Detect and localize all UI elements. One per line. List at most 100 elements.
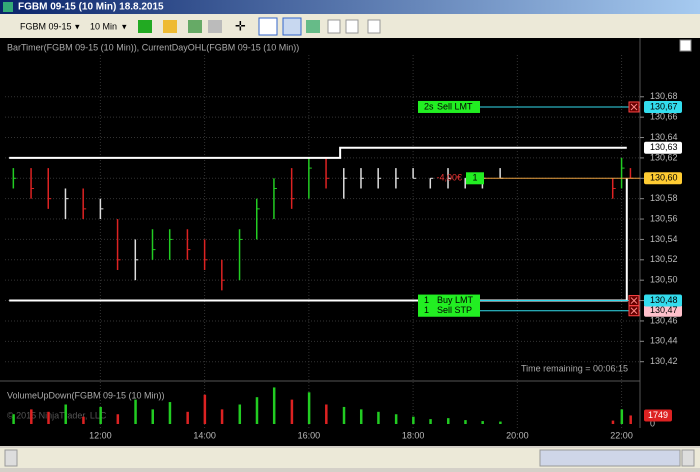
window-title: FGBM 09-15 (10 Min) 18.8.2015	[18, 2, 164, 13]
volume-bar	[629, 415, 632, 424]
x-tick-label: 14:00	[193, 430, 216, 440]
volume-bar	[203, 394, 207, 424]
volume-bar	[394, 414, 398, 424]
y-tick-label: 130,58	[650, 193, 678, 203]
order-qty: 2s	[424, 101, 434, 111]
volume-bar	[272, 387, 276, 424]
volume-bar	[30, 409, 33, 424]
close-chart-button[interactable]	[679, 39, 692, 52]
volume-bar	[377, 411, 380, 424]
title-bar	[0, 0, 700, 14]
volume-bar	[64, 404, 67, 424]
volume-bar	[447, 418, 450, 424]
tool-button[interactable]	[327, 19, 341, 34]
x-tick-label: 16:00	[298, 430, 321, 440]
order-qty: 1	[424, 305, 429, 315]
scrollbar[interactable]	[0, 448, 700, 468]
order-type: Sell STP	[437, 305, 472, 315]
volume-bar	[99, 406, 102, 424]
volume-bar	[464, 420, 467, 424]
y2-tick-label: 0	[650, 418, 655, 428]
volume-bar	[342, 406, 346, 424]
volume-bar	[12, 414, 15, 424]
cancel-x	[630, 297, 638, 304]
cancel-x	[630, 103, 638, 111]
data-box-button[interactable]	[258, 17, 278, 36]
volume-bar	[134, 399, 137, 424]
volume-bar	[325, 404, 328, 424]
crosshair-button[interactable]: ✛	[235, 20, 246, 35]
volume-bar	[499, 421, 502, 424]
order-price-label: 130,67	[650, 101, 678, 111]
position-pnl: -4,00€	[436, 173, 462, 183]
order-price-flag	[644, 304, 682, 317]
price-flag	[644, 172, 682, 185]
position-box	[466, 172, 484, 185]
y-tick-label: 130,66	[650, 112, 678, 122]
y-tick-label: 130,50	[650, 275, 678, 285]
volume-bar	[151, 409, 154, 424]
interval[interactable]: 10 Min	[90, 21, 117, 31]
volume-bar	[620, 409, 624, 424]
volume-bar	[307, 392, 311, 424]
volume-bar	[238, 404, 242, 424]
order-price-label: 130,48	[650, 295, 678, 305]
volume-flag	[644, 409, 672, 422]
y-tick-label: 130,44	[650, 336, 678, 346]
order-price-flag	[644, 100, 682, 113]
timer-text: Time remaining = 00:06:15	[521, 363, 628, 373]
draw-button[interactable]	[163, 20, 177, 33]
indicator-label: BarTimer(FGBM 09-15 (10 Min)), CurrentDa…	[7, 42, 299, 52]
y-tick-label: 130,62	[650, 152, 678, 162]
tool-button[interactable]	[345, 19, 359, 34]
order-qty: 1	[424, 295, 429, 305]
instrument-select[interactable]	[14, 18, 84, 35]
instrument[interactable]: FGBM 09-15	[20, 21, 72, 31]
dropdown-arrow: ▾	[75, 21, 80, 31]
cancel-x	[630, 307, 638, 315]
scroll-left[interactable]	[4, 449, 18, 467]
volume-bar	[255, 397, 259, 424]
order-type: Sell LMT	[437, 101, 473, 111]
order-type: Buy LMT	[437, 295, 474, 305]
y-tick-label: 130,64	[650, 132, 678, 142]
volume-flag-label: 1749	[648, 410, 668, 420]
order-box[interactable]	[418, 294, 480, 307]
y-tick-label: 130,56	[650, 213, 678, 223]
properties-button[interactable]	[367, 19, 381, 34]
y-tick-label: 130,42	[650, 356, 678, 366]
bar-type-button[interactable]	[138, 20, 152, 33]
volume-bar	[481, 421, 484, 424]
order-box[interactable]	[418, 304, 480, 317]
price-flag-label: 130,63	[650, 142, 678, 152]
volume-bar	[47, 411, 50, 424]
volume-bar	[290, 399, 294, 424]
strategy-button[interactable]	[208, 20, 222, 33]
order-price-label: 130,47	[650, 305, 678, 315]
dropdown-arrow: ▾	[122, 21, 127, 31]
chart-area	[0, 38, 700, 446]
volume-bar	[186, 411, 189, 424]
volume-bar	[611, 420, 615, 424]
order-price-flag	[644, 294, 682, 307]
app-icon	[3, 2, 13, 12]
x-tick-label: 22:00	[610, 430, 633, 440]
y-tick-label: 130,52	[650, 254, 678, 264]
order-button[interactable]	[282, 17, 302, 36]
x-tick-label: 20:00	[506, 430, 529, 440]
volume-bar	[359, 409, 363, 424]
volume-bar	[220, 409, 224, 424]
volume-bar	[168, 402, 172, 424]
day-level-line	[9, 146, 627, 159]
scroll-thumb[interactable]	[539, 449, 681, 467]
scroll-right[interactable]	[681, 449, 695, 467]
price-flag-label: 130,60	[650, 173, 678, 183]
watermark: © 2015 NinjaTrader, LLC	[7, 410, 107, 420]
volume-bar	[116, 414, 120, 424]
volume-bar	[429, 419, 432, 424]
y-tick-label: 130,68	[650, 91, 678, 101]
order-box[interactable]	[418, 100, 480, 113]
tool-button[interactable]	[306, 20, 320, 33]
indicator-button[interactable]	[188, 20, 202, 33]
